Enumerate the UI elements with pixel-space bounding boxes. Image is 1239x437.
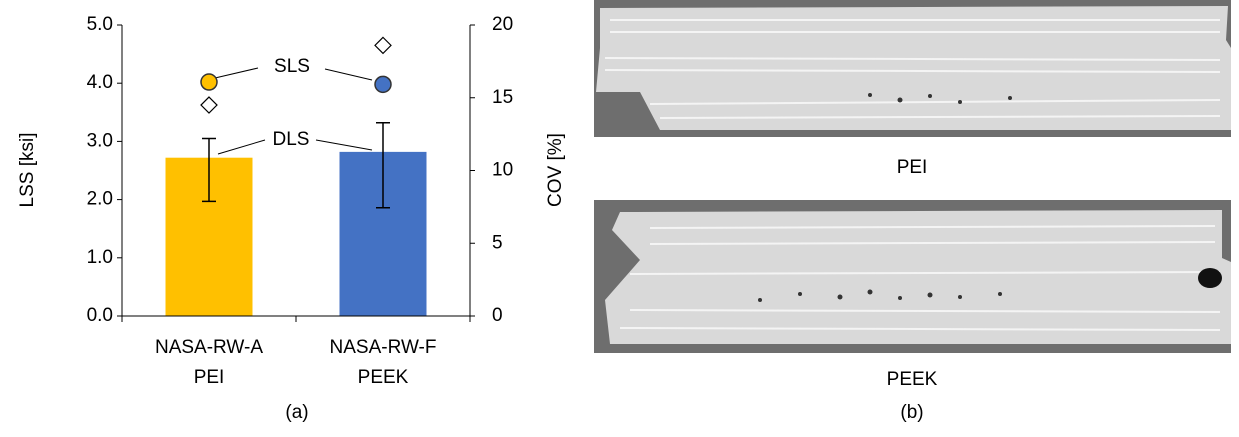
y2-tick-label: 5 <box>492 232 503 253</box>
y-tick-label: 0.0 <box>87 305 113 326</box>
figure: LSS [ksi] COV [%] (a) PEI PEEK (b) 0.0 1.… <box>0 0 1239 437</box>
micrograph-pei <box>594 0 1231 137</box>
y2-tick-label: 20 <box>492 14 513 35</box>
y-tick-label: 1.0 <box>87 247 113 268</box>
micrograph-caption: PEEK <box>887 369 938 390</box>
y2-tick-label: 15 <box>492 87 513 108</box>
micrograph-caption: PEI <box>897 157 928 178</box>
x-tick-label: PEEK <box>358 367 409 388</box>
y2-tick-label: 0 <box>492 305 503 326</box>
y2-tick-label: 10 <box>492 160 513 181</box>
series-annotation: DLS <box>273 129 310 150</box>
cov-marker <box>201 97 217 113</box>
micrograph-peek <box>594 200 1231 353</box>
panel-label: (b) <box>900 402 923 423</box>
cov-marker <box>375 37 391 53</box>
series-annotation: SLS <box>274 56 310 77</box>
y-tick-label: 3.0 <box>87 130 113 151</box>
panel-label: (a) <box>285 402 308 423</box>
x-tick-label: NASA-RW-A <box>155 337 263 358</box>
sls-marker <box>375 76 391 92</box>
y-axis-title: LSS [ksi] <box>17 133 38 208</box>
y-tick-label: 2.0 <box>87 189 113 210</box>
y-tick-label: 4.0 <box>87 72 113 93</box>
sls-marker <box>201 74 217 90</box>
y2-axis-title: COV [%] <box>545 133 566 207</box>
y-tick-label: 5.0 <box>87 14 113 35</box>
x-tick-label: PEI <box>194 367 225 388</box>
x-tick-label: NASA-RW-F <box>330 337 437 358</box>
